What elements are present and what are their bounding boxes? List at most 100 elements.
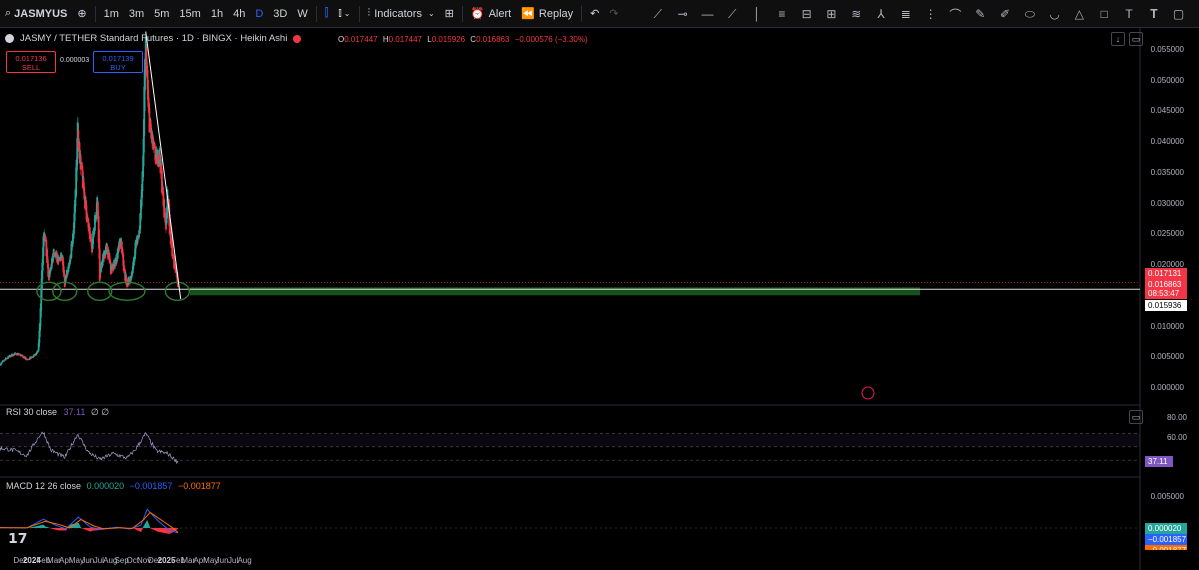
time-axis-label: Dec — [148, 556, 163, 565]
pen-icon[interactable]: ✐ — [999, 7, 1011, 21]
candle-down — [109, 259, 111, 264]
scroll-to-bottom-button[interactable]: ↓ — [1111, 32, 1125, 46]
compare-add-button[interactable]: ⊕ — [72, 0, 91, 28]
rectangle-icon[interactable]: □ — [1100, 7, 1108, 21]
interval-3m[interactable]: 3m — [128, 7, 145, 20]
rsi-maximize-button[interactable]: ▭ — [1129, 410, 1143, 424]
support-touch-circle — [108, 281, 146, 301]
interval-5m[interactable]: 5m — [154, 7, 170, 20]
price-axis-label: 0.025000 — [1150, 229, 1184, 239]
current-price: 0.016863 — [1148, 280, 1182, 289]
visibility-eye-icon[interactable] — [5, 34, 14, 43]
candlestick-icon: ⫾ — [338, 7, 342, 19]
support-touch-circle — [52, 281, 78, 301]
redo-button[interactable]: ↷ — [604, 0, 623, 28]
interval-3d[interactable]: 3D — [273, 7, 288, 20]
close-value: 0.016863 — [476, 35, 510, 44]
brush-icon[interactable]: ⌒ — [949, 7, 962, 22]
interval-15m[interactable]: 15m — [179, 7, 201, 20]
grid-icon: ⊞ — [444, 8, 454, 20]
candle-up — [66, 269, 69, 275]
maximize-pane-button[interactable]: ▭ — [1129, 32, 1143, 46]
vertical-line-icon[interactable]: │ — [753, 7, 761, 21]
horizontal-line-icon[interactable]: ⊸ — [677, 7, 688, 21]
triangle-icon[interactable]: △ — [1074, 7, 1085, 21]
candle-up — [36, 351, 39, 353]
bar-style-button[interactable]: ⫿ — [320, 0, 334, 28]
rsi-band — [0, 433, 1140, 447]
disjoint-channel-icon[interactable]: ≋ — [851, 7, 862, 21]
horizontal-ray-icon[interactable]: — — [701, 7, 714, 21]
regression-icon[interactable]: ⊟ — [801, 7, 812, 21]
price-axis-label: 0.050000 — [1150, 75, 1184, 85]
ohlc-readout: O0.017447 H0.017447 L0.015926 C0.016863 … — [338, 35, 588, 44]
last-price-tag: 0.017131 — [1145, 268, 1187, 279]
trend-line-icon[interactable]: ⟋ — [653, 6, 663, 21]
time-axis-label: Jul — [228, 556, 239, 565]
anchored-text-icon[interactable]: 𝐓 — [1149, 6, 1158, 21]
toolbar-divider — [358, 5, 360, 22]
candle-down — [9, 356, 12, 358]
price-axis-label: 0.000000 — [1150, 383, 1184, 392]
time-axis-label: Mar — [47, 556, 61, 565]
low-value: 0.015926 — [431, 35, 466, 44]
ellipse-icon[interactable]: ⬭ — [1024, 6, 1035, 21]
time-axis-label: May — [203, 556, 219, 565]
interval-group: 1m 3m 5m 15m 1h 4h D 3D W — [99, 0, 313, 28]
alarm-clock-icon: ⏰ — [470, 8, 485, 20]
candle-up — [93, 230, 96, 232]
buy-button[interactable]: 0.017139 BUY — [93, 51, 143, 73]
pitchfork-icon[interactable]: ⅄ — [877, 7, 885, 21]
highlighter-icon[interactable]: ✎ — [975, 7, 986, 21]
toolbar-divider — [461, 5, 463, 22]
candle-down — [34, 355, 37, 356]
indicators-button[interactable]: ⫶ Indicators ⌄ — [363, 0, 440, 28]
interval-d[interactable]: D — [255, 7, 264, 20]
price-axis-label: 0.020000 — [1150, 260, 1184, 270]
event-lightning-icon — [861, 386, 875, 400]
interval-1m[interactable]: 1m — [103, 7, 119, 20]
spread-value: 0.000003 — [60, 57, 90, 64]
sell-button[interactable]: 0.017136 SELL — [6, 51, 56, 73]
top-toolbar: ⌕ JASMYUS ⊕ 1m 3m 5m 15m 1h 4h D 3D W ⫿ ⫾ ⌄ ⫶ Ind… — [0, 0, 1199, 28]
candle-up — [13, 354, 15, 356]
time-axis-label: 2025 — [157, 556, 176, 565]
rsi-legend: RSI 30 close 37.11 ∅ ∅ — [6, 407, 109, 418]
candle-down — [59, 258, 62, 262]
chart-type-button[interactable]: ⫾ ⌄ — [333, 0, 355, 28]
candle-up — [82, 176, 85, 180]
candle-up — [31, 357, 34, 359]
flat-top-icon[interactable]: ⊞ — [826, 7, 837, 21]
close-label: C — [470, 35, 477, 44]
candle-up — [165, 212, 168, 224]
fib-retracement-icon[interactable]: ≣ — [900, 7, 911, 21]
interval-1h[interactable]: 1h — [210, 7, 224, 20]
layouts-button[interactable]: ⊞ — [440, 0, 459, 28]
note-icon[interactable]: ▢ — [1172, 7, 1185, 21]
tradingview-logo-icon: 𝟭𝟳 — [8, 530, 28, 546]
macd-label: MACD 12 26 close — [6, 481, 82, 491]
replay-button[interactable]: ⏪ Replay — [516, 0, 578, 28]
candle-up — [95, 217, 97, 220]
candle-up — [48, 276, 51, 278]
signal-line — [0, 511, 179, 534]
candle-up — [76, 159, 78, 171]
alert-button[interactable]: ⏰ Alert — [466, 0, 516, 28]
interval-w[interactable]: W — [297, 7, 308, 20]
symbol-search[interactable]: ⌕ JASMYUS — [0, 0, 72, 28]
arc-icon[interactable]: ◡ — [1049, 7, 1060, 21]
macd-tag-1: 0.000020 — [1145, 523, 1187, 534]
chart-canvas[interactable] — [0, 28, 1199, 570]
candle-up — [13, 354, 16, 355]
candle-down — [58, 258, 61, 261]
candle-down — [116, 257, 119, 260]
fib-extension-icon[interactable]: ⋮ — [924, 7, 937, 21]
candle-up — [127, 277, 130, 282]
parallel-channel-icon[interactable]: ≡ — [778, 7, 786, 21]
text-icon[interactable]: T — [1125, 7, 1133, 21]
candle-down — [4, 359, 7, 361]
ray-icon[interactable]: ⟋ — [728, 6, 737, 21]
undo-button[interactable]: ↶ — [585, 0, 604, 28]
interval-4h[interactable]: 4h — [233, 7, 246, 20]
candles-icon: ⫿ — [324, 7, 329, 19]
